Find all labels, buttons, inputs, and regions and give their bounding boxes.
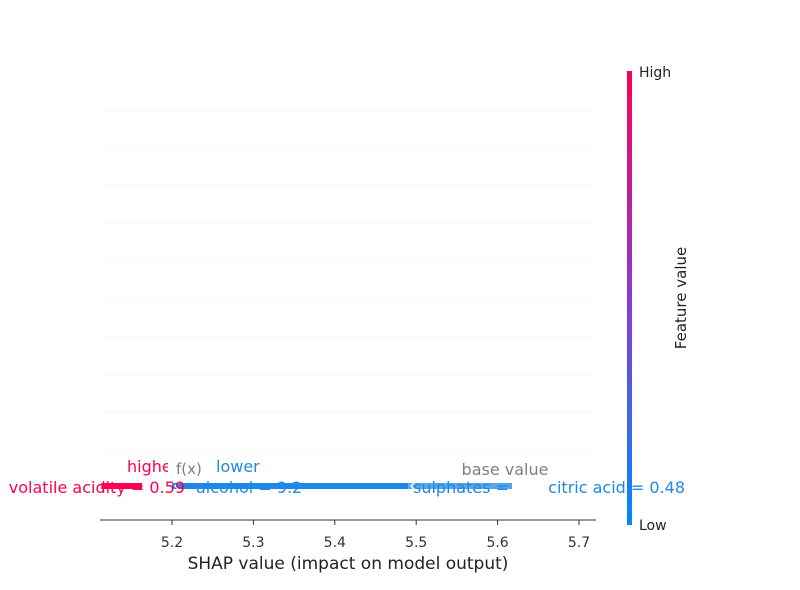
feature-label-volatile-acidity: volatile acidity = 0.59 <box>9 478 185 497</box>
colorbar-high-label: High <box>639 65 671 81</box>
x-tick-label: 5.3 <box>242 535 264 551</box>
x-tick-label: 5.4 <box>324 535 346 551</box>
colorbar: High Low Feature value <box>627 65 690 534</box>
feature-label-citric-acid: citric acid = 0.48 <box>548 478 685 497</box>
base-value-label: base value <box>462 460 549 479</box>
colorbar-title: Feature value <box>672 247 690 349</box>
force-bar-separator <box>409 480 417 492</box>
force-labels: higher lower f(x) base value volatile ac… <box>9 457 685 498</box>
citric-label-background <box>512 478 600 498</box>
force-bar-negative <box>408 483 514 489</box>
force-bar-negative <box>172 483 409 489</box>
x-tick-label: 5.2 <box>161 535 183 551</box>
x-tick-label: 5.7 <box>568 535 590 551</box>
gridlines <box>100 109 596 451</box>
x-axis-label: SHAP value (impact on model output) <box>188 554 509 574</box>
fx-label: f(x) <box>176 460 202 478</box>
x-tick-label: 5.6 <box>486 535 508 551</box>
x-ticks: 5.2 5.3 5.4 5.5 5.6 5.7 <box>161 520 590 551</box>
x-axis: 5.2 5.3 5.4 5.5 5.6 5.7 SHAP value (impact on… <box>100 519 596 574</box>
colorbar-low-label: Low <box>639 518 667 534</box>
colorbar-gradient <box>627 71 632 525</box>
fx-label-background <box>168 458 212 480</box>
lower-label: lower <box>216 457 260 476</box>
higher-label: higher <box>127 457 179 476</box>
force-bar-positive <box>101 483 142 489</box>
x-tick-label: 5.5 <box>405 535 427 551</box>
feature-label-alcohol: alcohol = 9.2 <box>196 478 302 497</box>
force-bar-separator <box>173 480 181 492</box>
